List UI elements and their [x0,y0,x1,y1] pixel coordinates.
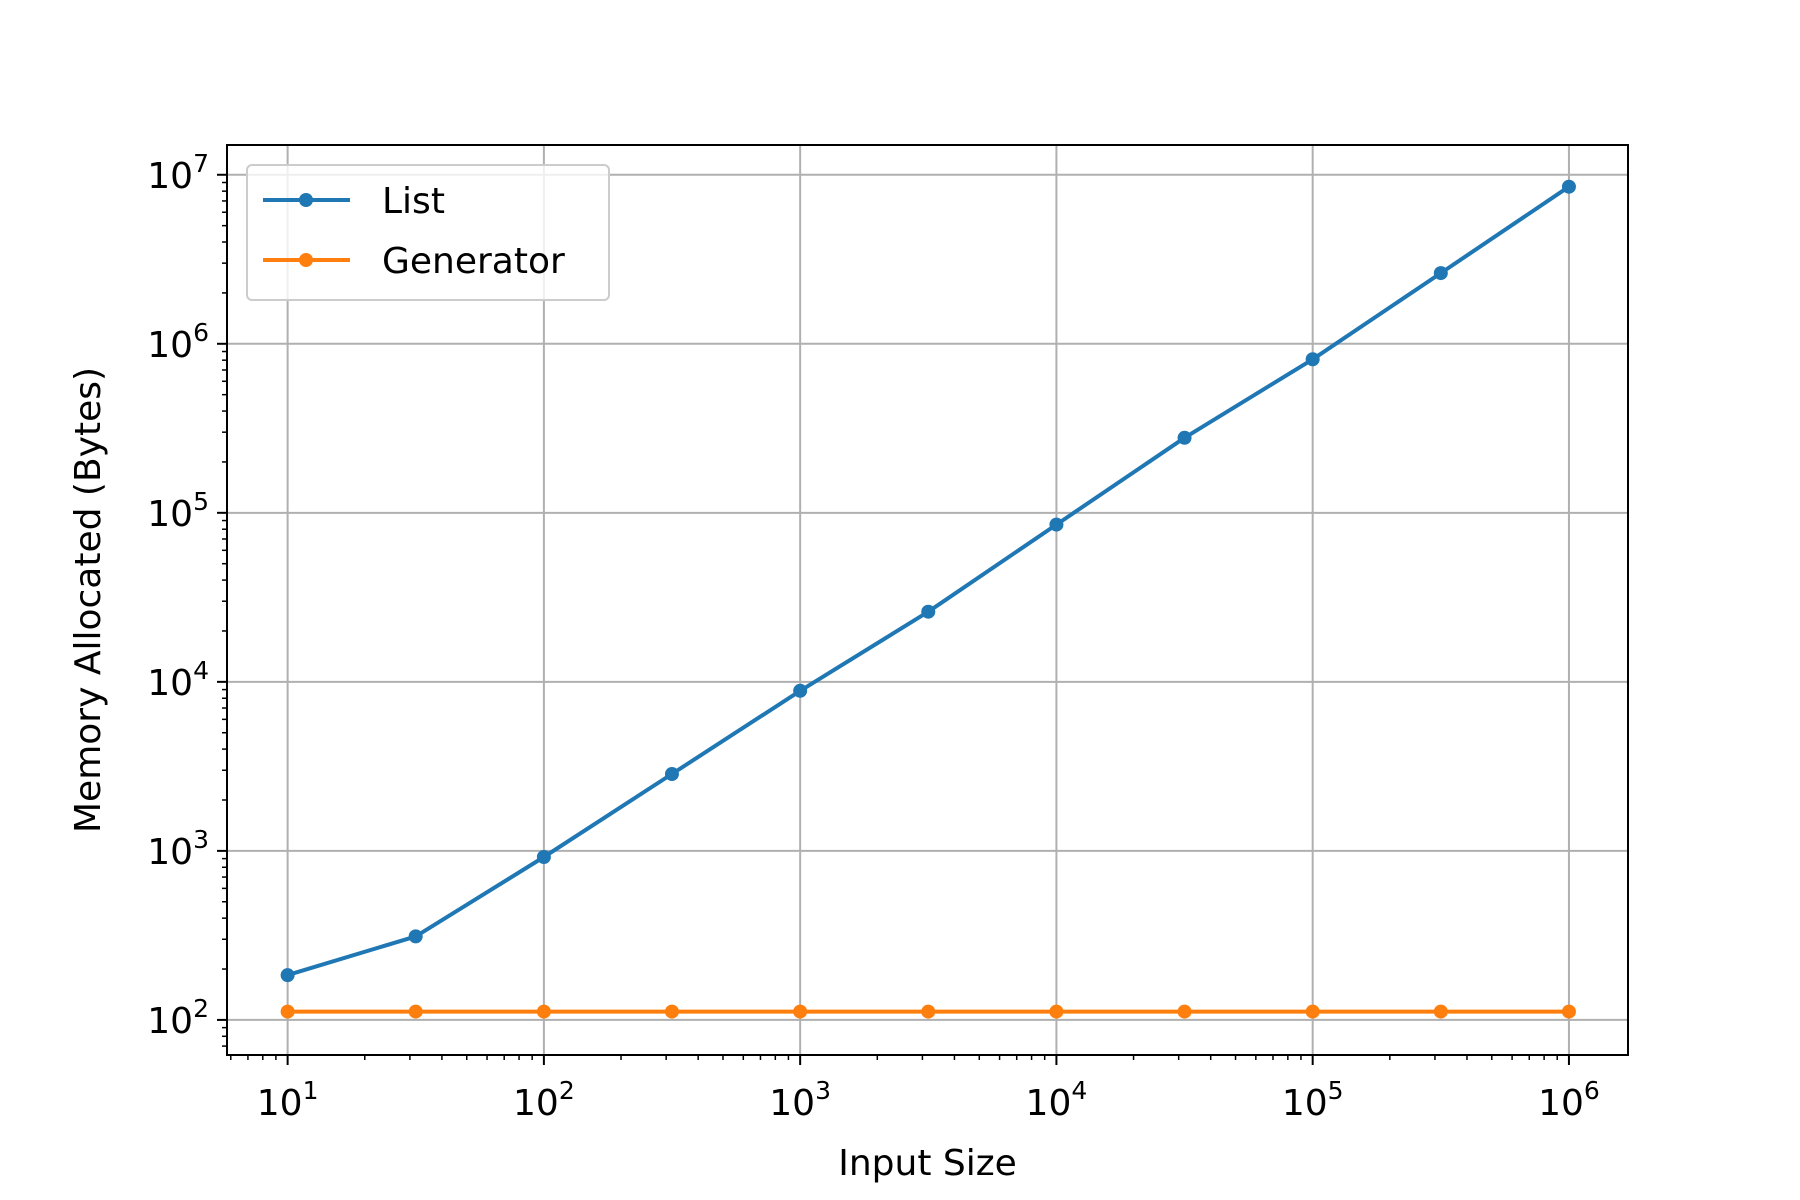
major-ticks [217,173,1570,1065]
data-point-generator [664,1004,679,1019]
data-point-list [280,968,295,983]
minor-ticks [222,181,1558,1060]
data-point-generator [793,1004,808,1019]
y-tick-label: 106 [147,318,209,366]
x-tick-label: 101 [257,1076,319,1124]
y-tick-label: 107 [147,149,209,197]
legend-label-list: List [382,181,445,222]
data-point-list [1177,430,1192,445]
data-point-list [1305,352,1320,367]
x-tick-label: 104 [1026,1076,1088,1124]
y-tick-label: 104 [147,656,209,704]
data-point-generator [408,1004,423,1019]
data-point-generator [921,1004,936,1019]
data-point-list [536,850,551,865]
series-lines [285,184,1571,1014]
x-tick-label: 106 [1538,1076,1600,1124]
data-point-generator [1433,1004,1448,1019]
data-point-generator [280,1004,295,1019]
data-point-list [921,604,936,619]
data-point-generator [1561,1004,1576,1019]
y-tick-label: 103 [147,825,209,873]
tick-labels: 101 102 103 104 105 106 102 103 104 105 106 107 [147,149,1600,1124]
data-point-list [1561,179,1576,194]
data-point-list [1433,266,1448,281]
x-tick-label: 105 [1282,1076,1344,1124]
data-point-list [408,929,423,944]
data-point-generator [1305,1004,1320,1019]
data-point-generator [536,1004,551,1019]
y-tick-label: 102 [147,994,209,1042]
plot-frame [226,144,1629,1056]
series-line-list [285,184,1571,978]
data-point-list [793,683,808,698]
y-axis-label: Memory Allocated (Bytes) [68,367,109,833]
y-tick-label: 105 [147,487,209,535]
data-point-generator [1177,1004,1192,1019]
data-point-generator [1049,1004,1064,1019]
legend: List Generator [246,164,610,301]
x-axis-label: Input Size [838,1143,1017,1184]
x-tick-label: 102 [513,1076,575,1124]
x-tick-label: 103 [769,1076,831,1124]
data-point-list [664,767,679,782]
data-point-list [1049,517,1064,532]
legend-marker-generator [299,253,313,267]
legend-label-generator: Generator [382,241,565,282]
series-markers [280,179,1576,1019]
legend-marker-list [299,193,313,207]
